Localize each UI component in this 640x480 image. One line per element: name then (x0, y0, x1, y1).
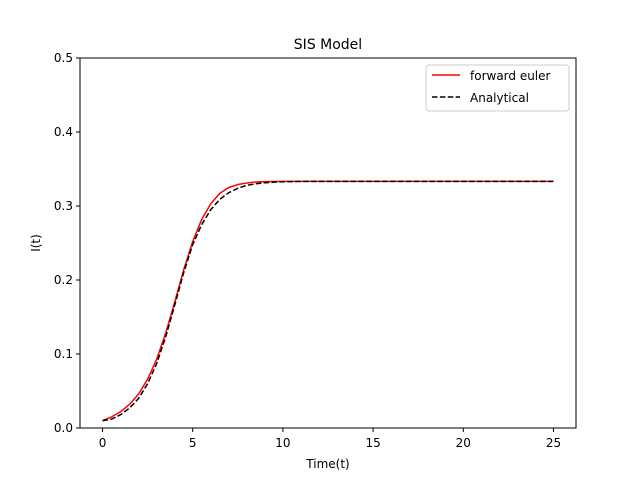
x-axis-ticks: 0 5 10 15 20 25 (99, 428, 561, 450)
y-tick-label: 0.4 (54, 125, 73, 139)
y-tick-label: 0.1 (54, 347, 73, 361)
legend-label-forward-euler: forward euler (470, 69, 551, 83)
y-axis-ticks: 0.0 0.1 0.2 0.3 0.4 0.5 (54, 51, 80, 435)
legend: forward euler Analytical (425, 64, 570, 112)
legend-box (425, 64, 570, 112)
x-tick-label: 5 (189, 436, 197, 450)
plot-area (80, 58, 576, 428)
x-tick-label: 20 (456, 436, 471, 450)
series-layer (102, 180, 554, 422)
y-tick-label: 0.0 (54, 421, 73, 435)
y-tick-label: 0.5 (54, 51, 73, 65)
x-axis-label: Time(t) (305, 457, 349, 471)
x-tick-label: 15 (365, 436, 380, 450)
x-tick-label: 25 (546, 436, 561, 450)
y-tick-label: 0.2 (54, 273, 73, 287)
series-line-analytical (102, 180, 554, 422)
y-tick-label: 0.3 (54, 199, 73, 213)
plot-frame (79, 57, 577, 429)
legend-label-analytical: Analytical (470, 91, 529, 105)
chart-title: SIS Model (294, 37, 362, 53)
y-axis-label: I(t) (29, 234, 43, 252)
x-tick-label: 10 (275, 436, 290, 450)
x-tick-label: 0 (99, 436, 107, 450)
